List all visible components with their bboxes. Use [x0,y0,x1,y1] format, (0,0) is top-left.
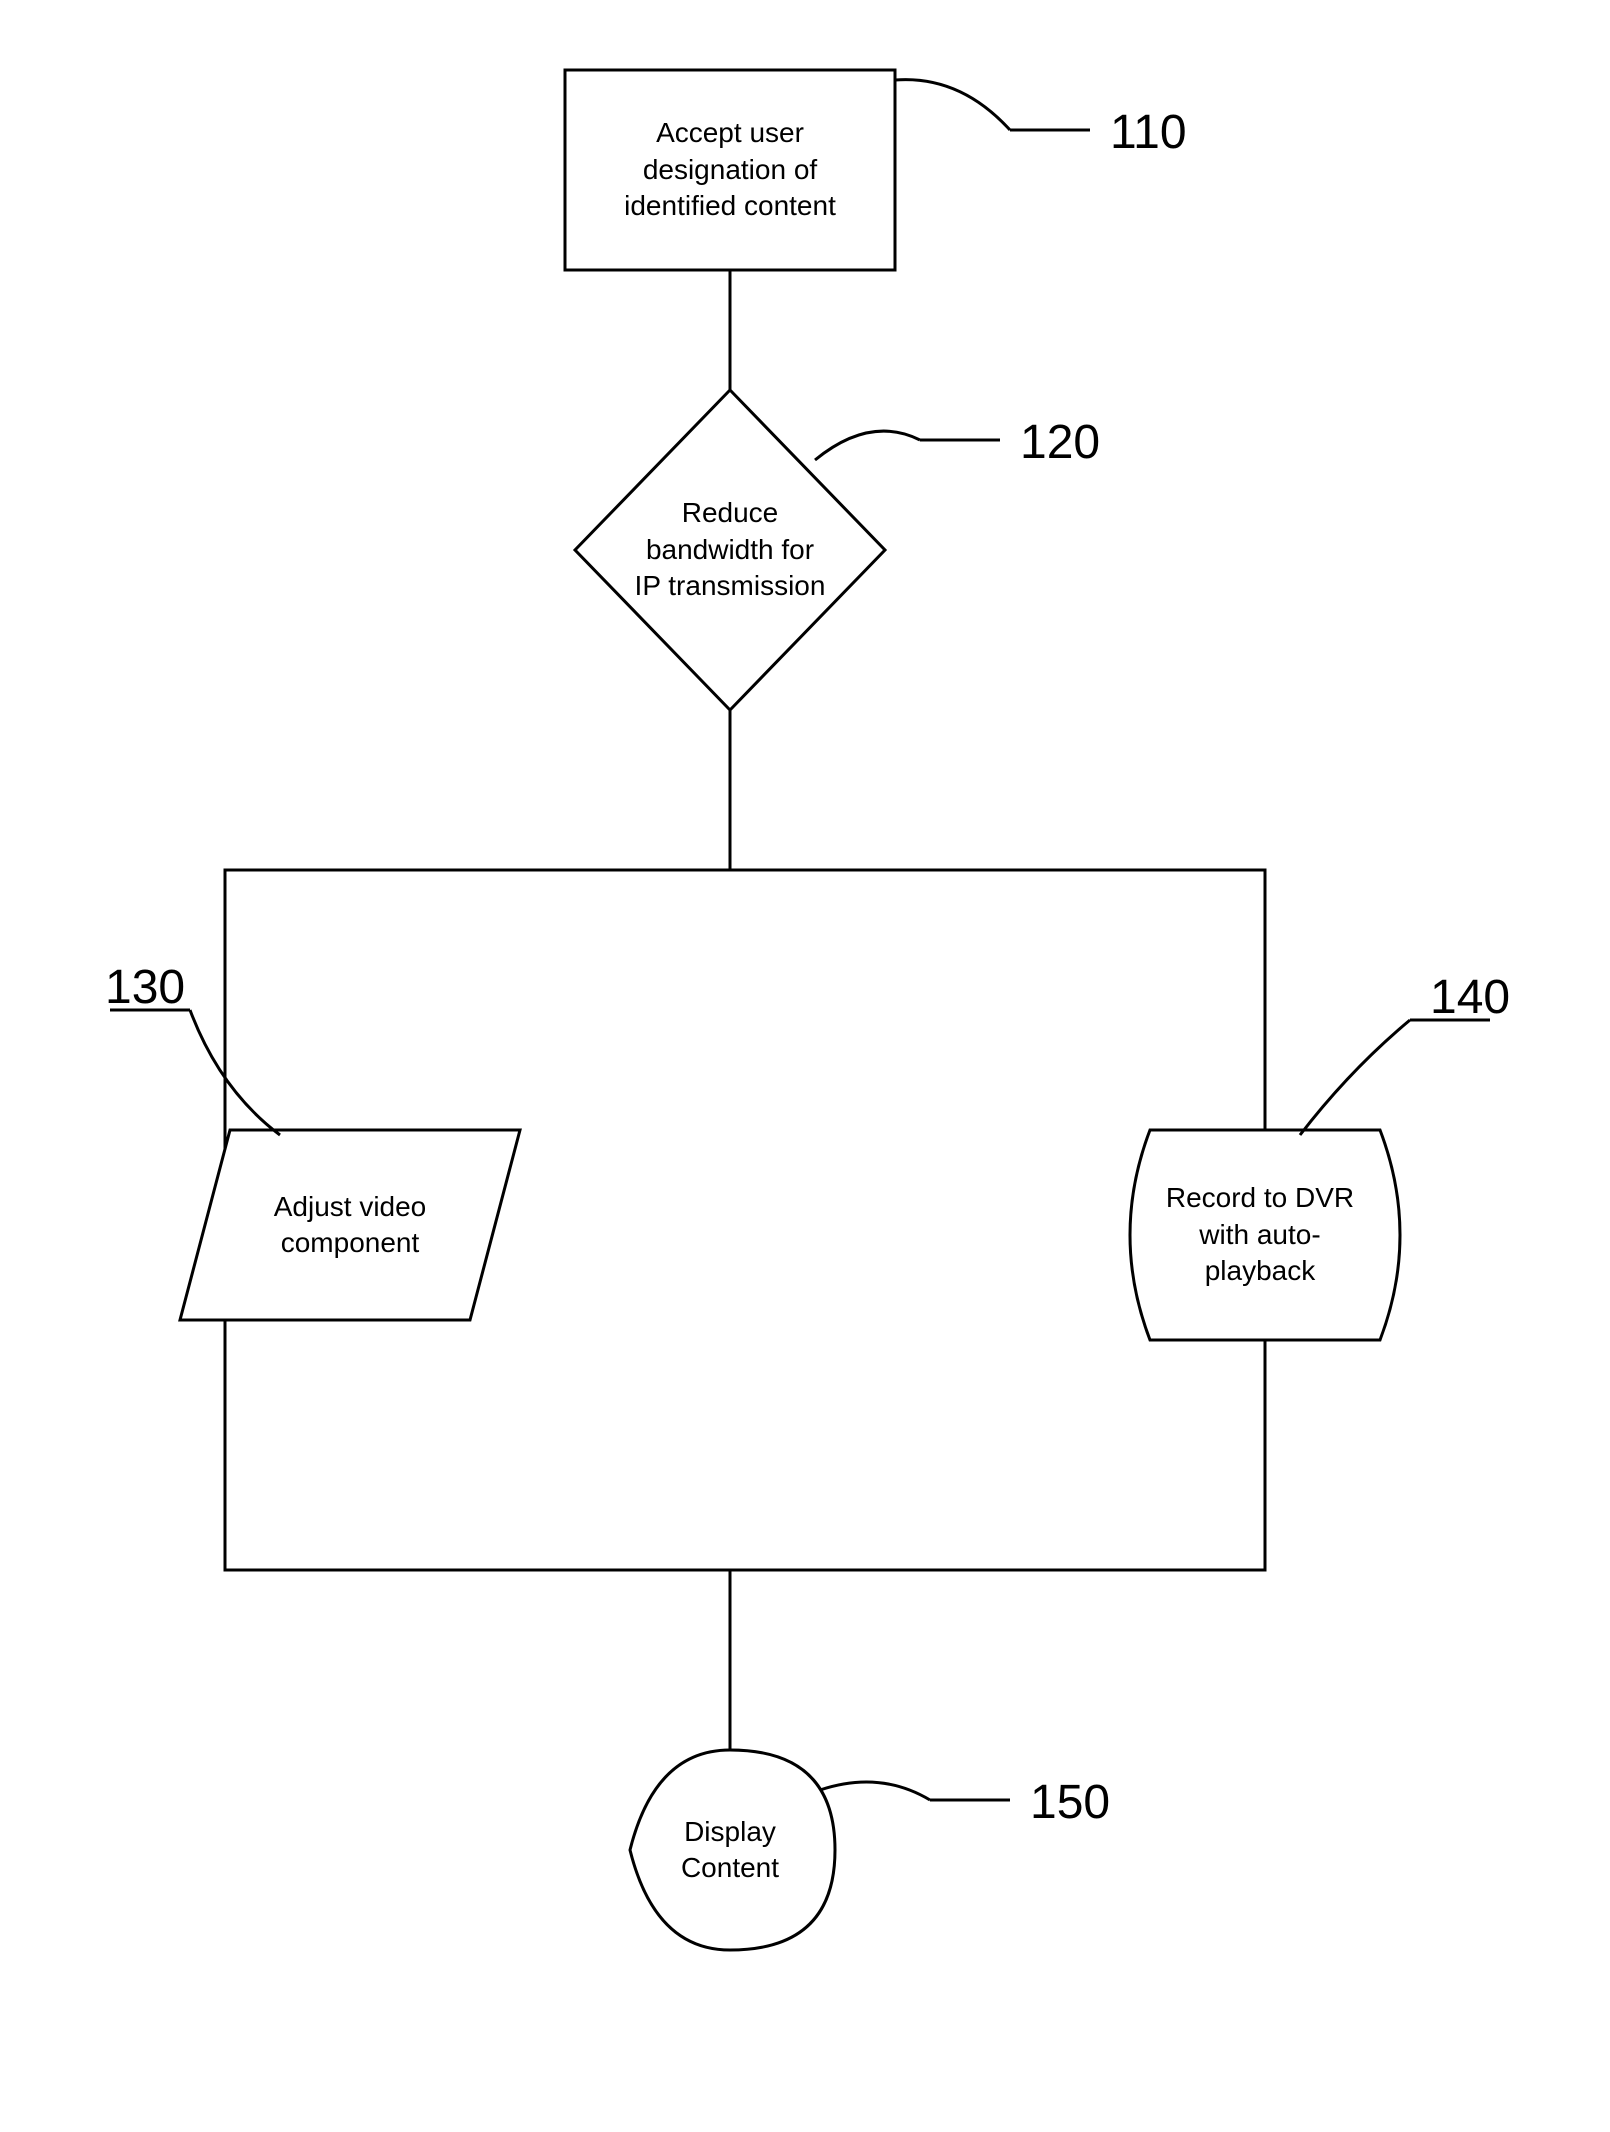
callout-110 [895,80,1010,130]
callout-150 [820,1782,930,1800]
node-150-label: DisplayContent [681,1814,779,1887]
node-150-text: DisplayContent [625,1750,835,1950]
callout-130 [190,1010,280,1135]
callout-120 [815,431,920,460]
label-110: 110 [1110,105,1187,160]
label-150: 150 [1030,1775,1110,1830]
node-140-label: Record to DVRwith auto-playback [1166,1180,1354,1289]
label-120: 120 [1020,415,1100,470]
node-120-label: Reducebandwidth forIP transmission [635,495,826,604]
node-130-text: Adjust videocomponent [200,1130,500,1320]
node-140-text: Record to DVRwith auto-playback [1130,1130,1390,1340]
node-130-label: Adjust videocomponent [274,1189,427,1262]
label-130: 130 [105,960,185,1015]
flowchart-container: Accept userdesignation ofidentified cont… [0,0,1610,2132]
node-110-text: Accept userdesignation ofidentified cont… [565,70,895,270]
node-110-label: Accept userdesignation ofidentified cont… [624,115,836,224]
label-140: 140 [1430,970,1510,1025]
callout-140 [1300,1020,1410,1135]
node-120-text: Reducebandwidth forIP transmission [575,460,885,640]
